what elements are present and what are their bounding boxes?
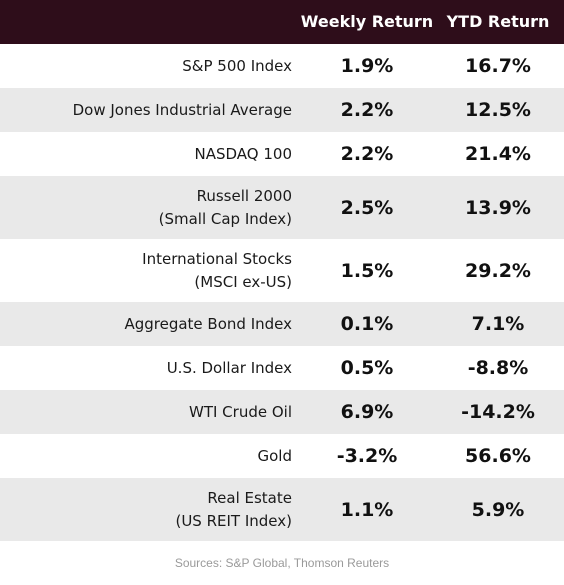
index-name-subline: (MSCI ex-US) bbox=[194, 272, 292, 291]
weekly-return-value: -3.2% bbox=[336, 445, 398, 467]
index-name-line: S&P 500 Index bbox=[182, 56, 292, 75]
index-name-subline: (US REIT Index) bbox=[175, 511, 292, 530]
ytd-return-value: 13.9% bbox=[465, 196, 531, 219]
index-name: International Stocks (MSCI ex-US) bbox=[0, 239, 292, 302]
weekly-return-header: Weekly Return bbox=[300, 12, 434, 31]
index-name: Dow Jones Industrial Average bbox=[0, 88, 292, 132]
index-name: Real Estate (US REIT Index) bbox=[0, 478, 292, 541]
ytd-return-value: 21.4% bbox=[465, 143, 531, 165]
source-note: Sources: S&P Global, Thomson Reuters bbox=[174, 556, 390, 570]
weekly-return-value: 1.1% bbox=[340, 498, 394, 521]
table-row: Russell 2000 (Small Cap Index) 2.5% 13.9… bbox=[0, 176, 564, 239]
ytd-return-value: -8.8% bbox=[467, 357, 529, 379]
table-row: S&P 500 Index 1.9% 16.7% bbox=[0, 44, 564, 88]
index-name-subline: (Small Cap Index) bbox=[158, 209, 292, 228]
ytd-return-value: 5.9% bbox=[471, 498, 525, 521]
index-name: WTI Crude Oil bbox=[0, 390, 292, 434]
ytd-return-value: 56.6% bbox=[465, 445, 531, 467]
weekly-return-value: 2.2% bbox=[340, 99, 394, 121]
index-name: NASDAQ 100 bbox=[0, 132, 293, 176]
table-row: Dow Jones Industrial Average 2.2% 12.5% bbox=[0, 88, 564, 132]
ytd-return-value: 12.5% bbox=[465, 99, 531, 121]
index-name-line: International Stocks bbox=[142, 249, 292, 268]
index-name: Aggregate Bond Index bbox=[0, 302, 292, 346]
weekly-return-value: 1.5% bbox=[340, 259, 394, 282]
index-name-line: U.S. Dollar Index bbox=[166, 358, 292, 377]
index-name-line: Russell 2000 bbox=[196, 186, 292, 205]
index-name: U.S. Dollar Index bbox=[0, 346, 292, 390]
index-name: Russell 2000 (Small Cap Index) bbox=[0, 176, 292, 239]
table-row: WTI Crude Oil 6.9% -14.2% bbox=[0, 390, 564, 434]
table-row: Real Estate (US REIT Index) 1.1% 5.9% bbox=[0, 478, 564, 541]
ytd-return-value: 7.1% bbox=[471, 313, 525, 335]
weekly-return-value: 6.9% bbox=[340, 401, 394, 423]
table-row: NASDAQ 100 2.2% 21.4% bbox=[0, 132, 564, 176]
index-name-line: Gold bbox=[257, 446, 293, 465]
ytd-return-header: YTD Return bbox=[446, 12, 550, 31]
index-name-line: Dow Jones Industrial Average bbox=[72, 100, 292, 119]
weekly-return-value: 2.2% bbox=[340, 143, 394, 165]
weekly-return-value: 1.9% bbox=[340, 55, 394, 77]
weekly-return-value: 2.5% bbox=[340, 196, 394, 219]
table-row: U.S. Dollar Index 0.5% -8.8% bbox=[0, 346, 564, 390]
weekly-return-value: 0.1% bbox=[340, 313, 394, 335]
index-name: S&P 500 Index bbox=[0, 44, 292, 88]
table-row: Gold -3.2% 56.6% bbox=[0, 434, 564, 478]
ytd-return-value: 29.2% bbox=[465, 259, 531, 282]
index-name-line: WTI Crude Oil bbox=[189, 402, 292, 421]
table-header: Weekly Return YTD Return bbox=[0, 0, 564, 44]
index-name-line: Real Estate bbox=[207, 488, 292, 507]
index-name-line: NASDAQ 100 bbox=[194, 144, 293, 163]
index-name: Gold bbox=[0, 434, 293, 478]
ytd-return-value: 16.7% bbox=[465, 55, 531, 77]
index-name-line: Aggregate Bond Index bbox=[124, 314, 292, 333]
weekly-return-value: 0.5% bbox=[340, 357, 394, 379]
table-row: International Stocks (MSCI ex-US) 1.5% 2… bbox=[0, 239, 564, 302]
table-row: Aggregate Bond Index 0.1% 7.1% bbox=[0, 302, 564, 346]
ytd-return-value: -14.2% bbox=[461, 401, 535, 423]
